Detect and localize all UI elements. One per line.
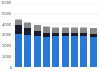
- Bar: [80, 33, 87, 36]
- Bar: [71, 27, 78, 28]
- Bar: [34, 36, 41, 67]
- Bar: [52, 33, 59, 36]
- Bar: [24, 22, 31, 23]
- Bar: [24, 28, 31, 35]
- Bar: [43, 33, 50, 37]
- Bar: [43, 26, 50, 27]
- Bar: [52, 36, 59, 67]
- Bar: [90, 34, 96, 37]
- Bar: [43, 37, 50, 67]
- Bar: [34, 31, 41, 36]
- Bar: [90, 37, 96, 67]
- Bar: [80, 28, 87, 33]
- Bar: [71, 36, 78, 67]
- Bar: [62, 36, 69, 67]
- Bar: [15, 25, 22, 34]
- Bar: [62, 28, 69, 33]
- Bar: [24, 23, 31, 28]
- Bar: [15, 19, 22, 20]
- Bar: [43, 27, 50, 33]
- Bar: [62, 33, 69, 36]
- Bar: [15, 34, 22, 67]
- Bar: [80, 36, 87, 67]
- Bar: [24, 35, 31, 67]
- Bar: [62, 27, 69, 28]
- Bar: [34, 25, 41, 31]
- Bar: [80, 27, 87, 28]
- Bar: [71, 28, 78, 33]
- Bar: [15, 20, 22, 25]
- Bar: [52, 27, 59, 33]
- Bar: [90, 28, 96, 34]
- Bar: [71, 33, 78, 36]
